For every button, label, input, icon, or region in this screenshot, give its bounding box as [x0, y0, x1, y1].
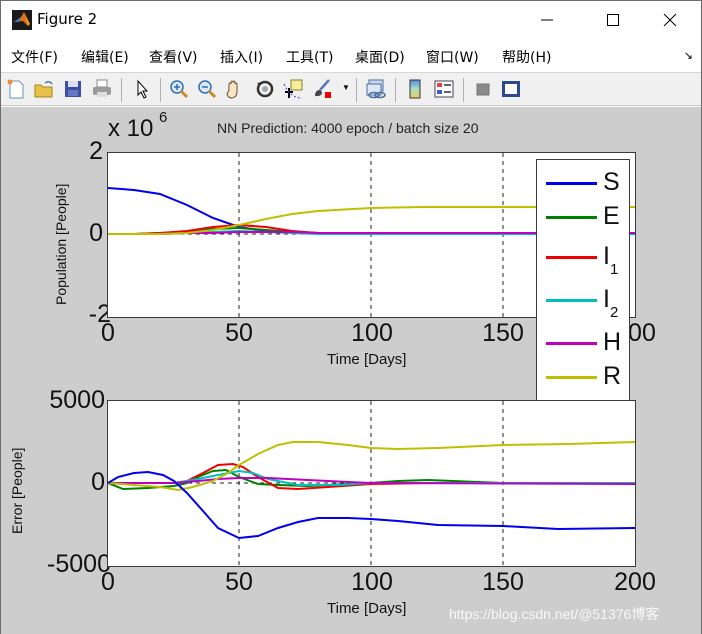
rotate-3d-icon[interactable] — [254, 78, 276, 100]
show-plot-tools-icon[interactable] — [500, 78, 522, 100]
print-icon[interactable] — [91, 78, 113, 100]
y-exponent-label: x 10 — [108, 115, 154, 142]
population-plot — [108, 153, 635, 317]
save-icon[interactable] — [62, 78, 84, 100]
menu-help[interactable]: 帮助(H) — [502, 50, 552, 66]
legend-line-i1 — [546, 256, 597, 259]
top-xlabel: Time [Days] — [327, 351, 407, 368]
new-figure-icon[interactable] — [5, 78, 27, 100]
bottom-xtick: 100 — [351, 568, 393, 596]
legend-label: R — [603, 362, 622, 390]
legend-label: S — [603, 168, 620, 196]
zoom-out-icon[interactable] — [196, 78, 218, 100]
menu-window[interactable]: 窗口(W) — [426, 50, 479, 66]
plot-title: NN Prediction: 4000 epoch / batch size 2… — [217, 120, 479, 136]
minimize-icon — [541, 19, 553, 21]
menu-insert[interactable]: 插入(I) — [220, 50, 264, 66]
menu-tools[interactable]: 工具(T) — [286, 50, 334, 66]
window-title: Figure 2 — [37, 10, 98, 28]
legend-label: I1 — [603, 242, 619, 278]
toolbar-separator — [395, 78, 396, 102]
close-button[interactable] — [647, 1, 693, 39]
legend-label: H — [603, 328, 622, 356]
close-icon — [663, 13, 677, 27]
top-ytick: 2 — [89, 137, 103, 165]
legend-label: E — [603, 202, 620, 230]
top-xtick: 50 — [225, 319, 253, 347]
edit-plot-arrow-icon[interactable] — [131, 78, 153, 100]
menu-edit[interactable]: 编辑(E) — [81, 50, 129, 66]
brush-dropdown-arrow-icon[interactable]: ▼ — [342, 83, 350, 92]
hide-plot-tools-icon[interactable] — [472, 78, 494, 100]
figure-toolbar: ▼ — [1, 72, 701, 106]
brush-icon[interactable] — [311, 78, 333, 100]
menu-bar: 文件(F) 编辑(E) 查看(V) 插入(I) 工具(T) 桌面(D) 窗口(W… — [1, 41, 701, 71]
legend-line-e — [546, 216, 597, 219]
bottom-ytick: 5000 — [49, 386, 105, 414]
bottom-ytick: -5000 — [47, 550, 111, 578]
maximize-button[interactable] — [590, 1, 636, 39]
top-xtick: 100 — [351, 319, 393, 347]
bottom-xtick: 50 — [225, 568, 253, 596]
legend-entry-h: H — [537, 328, 631, 358]
data-cursor-icon[interactable] — [282, 78, 304, 100]
toolbar-separator — [121, 78, 122, 102]
legend-label: I2 — [603, 285, 619, 321]
y-exponent-power: 6 — [159, 109, 168, 126]
bottom-ytick: 0 — [91, 468, 105, 496]
zoom-in-icon[interactable] — [168, 78, 190, 100]
menu-desktop[interactable]: 桌面(D) — [355, 50, 405, 66]
matlab-logo-icon — [12, 10, 32, 30]
maximize-icon — [607, 14, 619, 26]
legend-entry-r: R — [537, 362, 631, 392]
figure-canvas: NN Prediction: 4000 epoch / batch size 2… — [1, 107, 701, 634]
top-ytick: 0 — [89, 219, 103, 247]
legend-line-s — [546, 182, 597, 185]
legend-entry-s: S — [537, 168, 631, 198]
bottom-xtick: 150 — [482, 568, 524, 596]
bottom-xtick: 200 — [614, 568, 656, 596]
legend-line-i2 — [546, 299, 597, 302]
menu-view[interactable]: 查看(V) — [149, 50, 198, 66]
top-xtick: 0 — [101, 319, 115, 347]
menu-file[interactable]: 文件(F) — [11, 50, 58, 66]
bottom-ylabel: Error [People] — [9, 447, 25, 534]
pan-hand-icon[interactable] — [224, 78, 246, 100]
legend-line-h — [546, 342, 597, 345]
legend-entry-e: E — [537, 202, 631, 232]
toolbar-separator — [463, 78, 464, 102]
legend-entry-i1: I1 — [537, 242, 631, 278]
open-file-icon[interactable] — [33, 78, 55, 100]
error-plot — [108, 401, 635, 566]
title-bar[interactable]: Figure 2 — [1, 1, 701, 39]
dock-arrow-icon[interactable]: ↘ — [683, 50, 693, 62]
link-plot-icon[interactable] — [365, 78, 387, 100]
error-axes[interactable] — [107, 400, 636, 567]
toolbar-separator — [160, 78, 161, 102]
watermark: https://blog.csdn.net/@51376博客 — [449, 606, 660, 622]
colorbar-icon[interactable] — [404, 78, 426, 100]
top-ylabel: Population [People] — [53, 183, 69, 305]
minimize-button[interactable] — [524, 1, 570, 39]
legend[interactable]: S E I1 I2 H R — [536, 159, 630, 409]
legend-icon[interactable] — [433, 78, 455, 100]
bottom-xlabel: Time [Days] — [327, 600, 407, 617]
legend-entry-i2: I2 — [537, 285, 631, 321]
bottom-xtick: 0 — [101, 568, 115, 596]
legend-line-r — [546, 376, 597, 379]
top-xtick: 150 — [482, 319, 524, 347]
top-ytick: -2 — [88, 300, 111, 328]
toolbar-separator — [356, 78, 357, 102]
